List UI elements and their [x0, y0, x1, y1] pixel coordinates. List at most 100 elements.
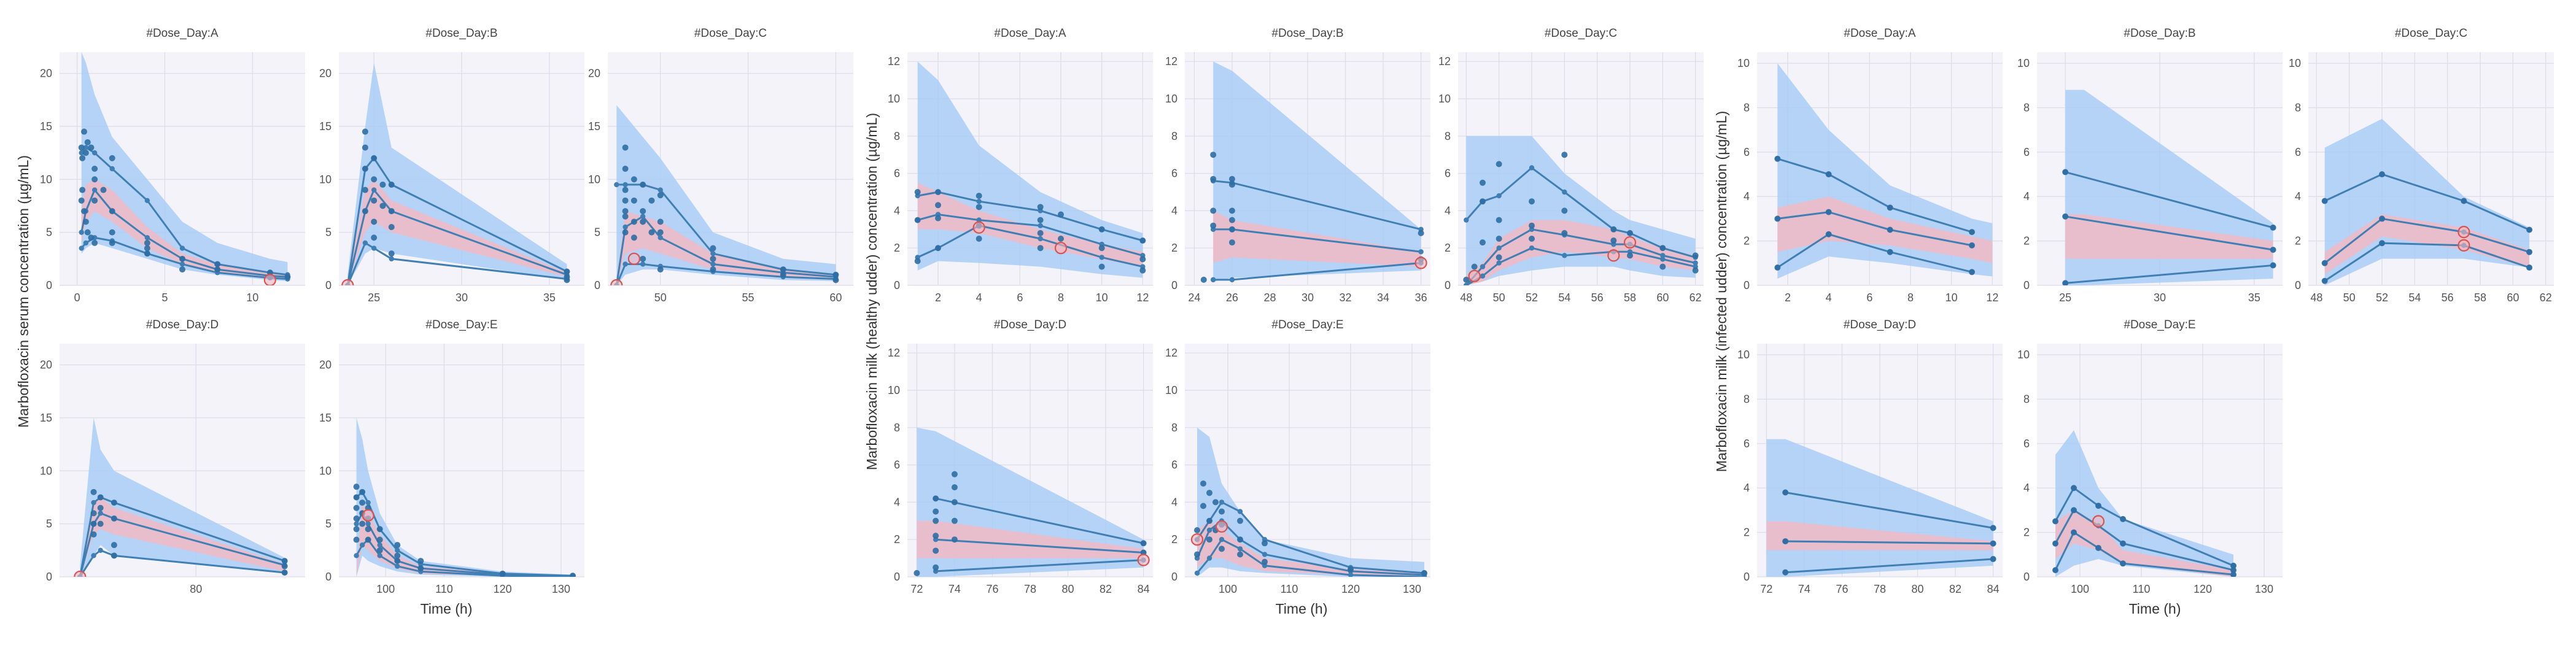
y-tick-label: 8 — [1171, 130, 1177, 142]
observed-point — [2230, 562, 2237, 569]
observed-point — [1206, 490, 1212, 496]
percentile-marker — [377, 542, 382, 548]
outlier-marker — [263, 274, 276, 285]
observed-point — [88, 144, 95, 151]
panel-plot-area — [78, 52, 291, 285]
outlier-marker — [1623, 236, 1637, 249]
percentile-marker — [79, 150, 84, 156]
y-tick-label: 0 — [894, 279, 900, 291]
x-tick-label: 10 — [246, 291, 258, 304]
observed-point — [84, 229, 91, 236]
observed-point — [1237, 517, 1243, 524]
percentile-marker — [1219, 500, 1225, 505]
percentile-marker — [1262, 552, 1268, 557]
x-tick-label: 50 — [1493, 291, 1505, 304]
percentile-marker — [640, 261, 646, 267]
observed-point — [1228, 217, 1235, 223]
percentile-marker — [623, 224, 628, 230]
y-tick-label: 4 — [2295, 190, 2301, 202]
y-tick-label: 2 — [894, 242, 900, 254]
observed-point — [79, 187, 86, 193]
observed-point — [657, 229, 664, 236]
y-tick-label: 10 — [319, 173, 332, 185]
percentile-marker — [1480, 273, 1486, 279]
y-tick-label: 0 — [594, 279, 600, 291]
panel-title: #Dose_Day:B — [1271, 27, 1343, 40]
x-tick-label: 76 — [1836, 583, 1848, 595]
outlier-marker — [610, 279, 623, 285]
percentile-marker — [976, 199, 982, 204]
y-tick-label: 6 — [1445, 168, 1451, 180]
panel-plot-area — [353, 417, 576, 577]
y-tick-label: 20 — [588, 68, 600, 80]
y-tick-label: 0 — [894, 571, 900, 583]
y-tick-label: 2 — [1744, 235, 1750, 247]
x-tick-label: 52 — [2376, 291, 2388, 304]
observed-point — [622, 229, 629, 236]
y-tick-label: 0 — [325, 571, 332, 583]
facet-panel: 0 2 4 6 8 10 25 30 35 #Dose_Day:B — [2017, 27, 2283, 304]
observed-point — [394, 542, 401, 549]
facet-panel: 0 2 4 6 8 10 12 2 4 6 8 10 12 #Dose_Day:A — [888, 27, 1153, 304]
observed-point — [81, 128, 87, 135]
observed-point — [914, 217, 921, 223]
x-tick-label: 54 — [1558, 291, 1570, 304]
prediction-interval-band — [1197, 427, 1424, 577]
observed-median-line — [936, 538, 1144, 554]
observed-lower-percentile-line — [1785, 558, 1993, 574]
observed-point — [1825, 231, 1832, 237]
observed-point — [1210, 222, 1217, 229]
percentile-marker — [365, 521, 371, 526]
observed-point — [1969, 242, 1975, 249]
panel-plot-area — [914, 427, 1150, 577]
y-tick-label: 2 — [1445, 242, 1451, 254]
panel-title: #Dose_Day:D — [1844, 318, 1916, 331]
percentile-marker — [98, 511, 103, 516]
observed-point — [1496, 217, 1502, 223]
observed-point — [1610, 237, 1617, 244]
observed-point — [976, 193, 982, 199]
outlier-marker — [2458, 226, 2470, 239]
observed-point — [362, 208, 368, 215]
x-tick-label: 80 — [1912, 583, 1924, 595]
panel-title: #Dose_Day:B — [425, 27, 497, 40]
percentile-marker — [1237, 509, 1243, 514]
x-tick-label: 82 — [1100, 583, 1112, 595]
observed-point — [2230, 567, 2237, 574]
y-tick-label: 0 — [2295, 279, 2301, 291]
observed-median-line — [917, 213, 1143, 256]
observed-point — [1480, 198, 1486, 205]
x-tick-label: 130 — [2255, 583, 2273, 595]
observed-point — [935, 215, 941, 222]
x-tick-label: 78 — [1874, 583, 1886, 595]
y-tick-label: 10 — [2017, 349, 2030, 361]
observed-point — [2071, 529, 2077, 536]
observed-lower-percentile-line — [2324, 242, 2530, 282]
x-tick-label: 30 — [2154, 291, 2166, 304]
percentile-marker — [1099, 255, 1104, 260]
observed-point — [1692, 252, 1699, 259]
observed-point — [832, 271, 839, 278]
y-tick-label: 10 — [1165, 93, 1177, 105]
facet-panel: 0 2 4 6 8 10 48 50 52 54 56 58 60 62 #Dose_Day:C — [2289, 27, 2554, 304]
x-tick-label: 72 — [1760, 583, 1772, 595]
observed-point — [933, 495, 939, 502]
observed-point — [1529, 236, 1535, 242]
x-tick-label: 130 — [1403, 583, 1421, 595]
percentile-marker — [658, 235, 663, 241]
y-tick-label: 5 — [325, 226, 332, 239]
observed-point — [394, 552, 401, 559]
observed-point — [376, 536, 383, 543]
outlier-marker — [1190, 533, 1204, 546]
observed-point — [82, 150, 89, 156]
observed-point — [111, 500, 117, 506]
observed-point — [1348, 566, 1354, 573]
observed-point — [281, 569, 288, 576]
y-tick-label: 20 — [40, 359, 52, 371]
panel-plot-area — [1766, 439, 1996, 577]
percentile-marker — [640, 214, 646, 219]
observed-point — [1139, 267, 1146, 274]
x-tick-label: 30 — [456, 291, 468, 304]
observed-point — [379, 202, 386, 209]
